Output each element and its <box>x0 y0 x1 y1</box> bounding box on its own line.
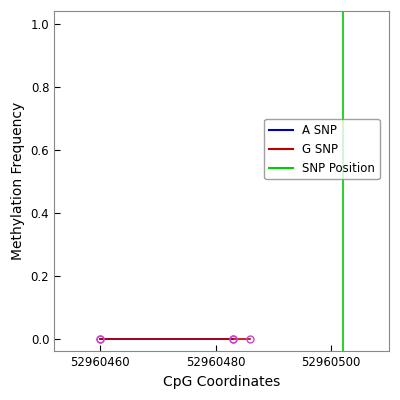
Y-axis label: Methylation Frequency: Methylation Frequency <box>11 102 25 260</box>
Legend: A SNP, G SNP, SNP Position: A SNP, G SNP, SNP Position <box>264 119 380 179</box>
X-axis label: CpG Coordinates: CpG Coordinates <box>163 375 280 389</box>
